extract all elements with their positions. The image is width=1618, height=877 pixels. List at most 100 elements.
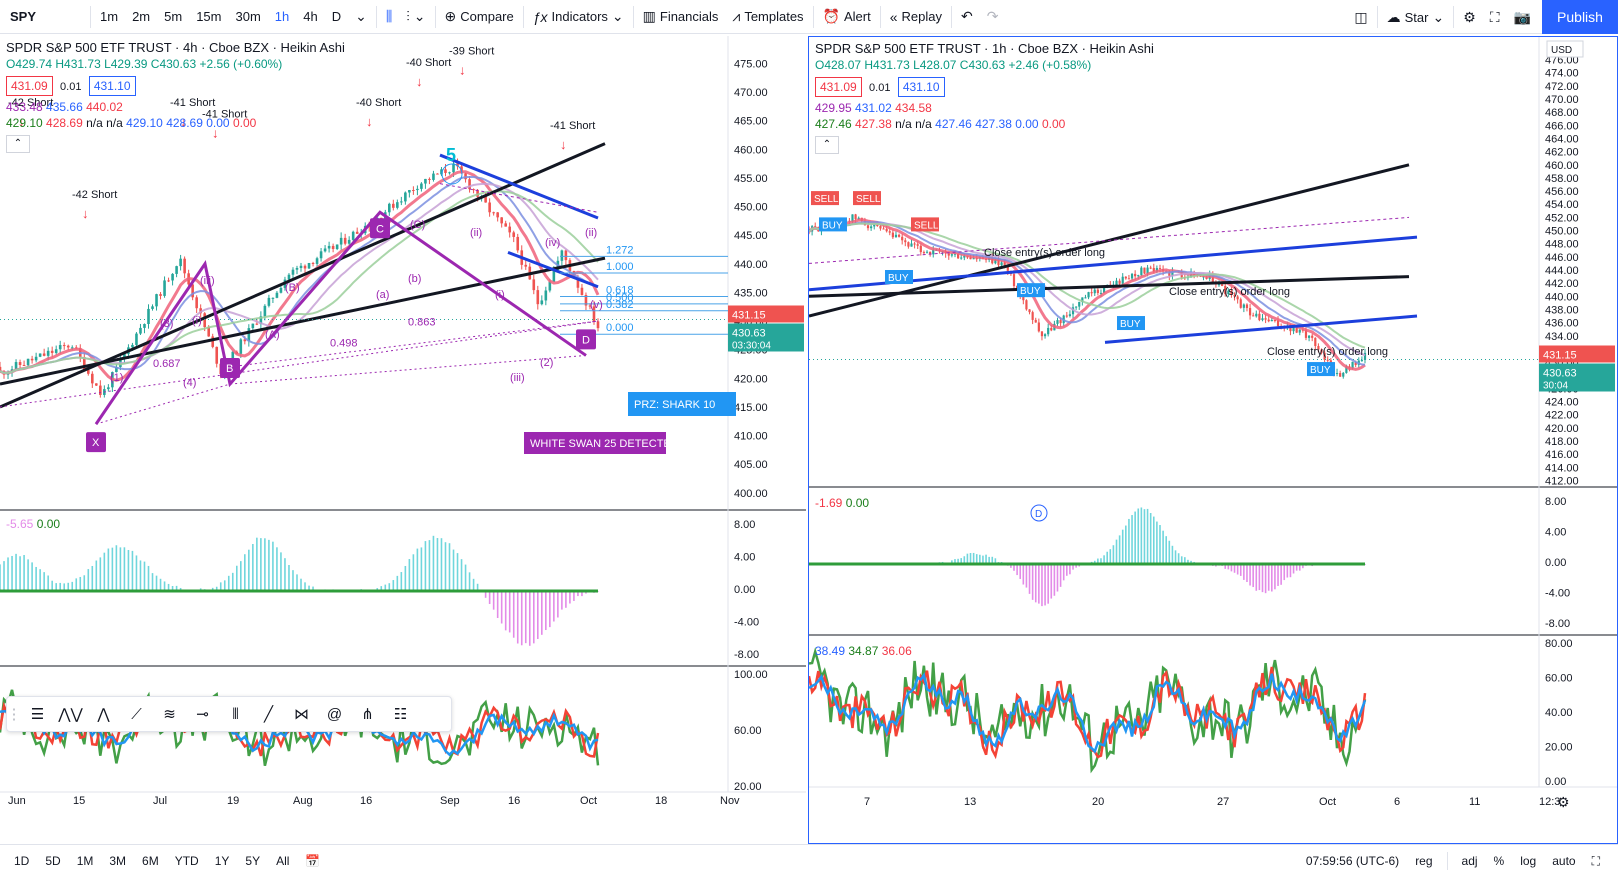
range-all-button[interactable]: All — [276, 853, 290, 868]
price-tick-label: 418.00 — [1545, 436, 1579, 448]
templates-button[interactable]: ⩘ Templates — [725, 0, 810, 34]
indicators-label: Indicators — [551, 9, 608, 24]
clock-display[interactable]: 07:59:56 (UTC-6) — [1305, 854, 1400, 868]
price-tick-label: 456.00 — [1545, 186, 1579, 198]
trend-line-tool-button[interactable]: ⟋ — [120, 699, 153, 729]
range-3m-button[interactable]: 3M — [109, 853, 127, 868]
horizontal-ray-tool-button[interactable]: ⊸ — [186, 699, 219, 729]
chart-panel-left[interactable]: SPDR S&P 500 ETF TRUST · 4h · Cboe BZX ·… — [0, 36, 806, 844]
maximize-panel-button[interactable]: ⛶ — [1584, 854, 1608, 869]
fib-spiral-tool-button[interactable]: @ — [318, 699, 351, 729]
top-toolbar: SPY 1m 2m 5m 15m 30m 1h 4h D ⌄ ⫼ ⫶ ⌄ ⊕ Compare ƒx… — [0, 0, 1618, 34]
interval-30m-button[interactable]: 30m — [235, 9, 261, 24]
candle-body — [1339, 373, 1342, 377]
interval-1h-button[interactable]: 1h — [274, 9, 290, 24]
snapshot-button[interactable]: 📷 — [1507, 0, 1538, 34]
interval-15m-button[interactable]: 15m — [196, 9, 222, 24]
price-tick-label: 476.00 — [1545, 55, 1579, 67]
fullscreen-button[interactable]: ⛶ — [1483, 0, 1507, 34]
candle-body — [203, 313, 206, 328]
interval-d-button[interactable]: D — [331, 9, 342, 24]
replay-button[interactable]: «Replay — [883, 0, 949, 34]
candle-body — [888, 231, 891, 233]
range-1m-button[interactable]: 1M — [76, 853, 94, 868]
spread-value: 0.01 — [60, 81, 82, 93]
session-toggle[interactable]: reg — [1415, 854, 1433, 868]
undo-button[interactable]: ↶ — [954, 0, 980, 34]
interval-dropdown-button[interactable]: ⌄ — [348, 0, 374, 34]
fib-channel-tool-button[interactable]: ☷ — [384, 699, 417, 729]
compare-button[interactable]: ⊕ Compare — [438, 0, 521, 34]
interval-4h-button[interactable]: 4h — [303, 9, 318, 24]
ray-tool-button[interactable]: ╱ — [252, 699, 285, 729]
elliott-correction-tool-button[interactable]: ⋀ — [87, 699, 120, 729]
bid-price[interactable]: 431.09 — [815, 77, 862, 97]
last-close-label: 430.63 — [1543, 367, 1577, 379]
publish-button[interactable]: Publish — [1542, 0, 1618, 34]
ask-price[interactable]: 431.10 — [88, 76, 136, 96]
chart-name-button[interactable]: ☁ Star ⌄ — [1380, 0, 1452, 34]
ask-price[interactable]: 431.10 — [897, 77, 945, 97]
chart-canvas-left[interactable]: 475.00 470.00 465.00 460.00 455.00 450.00 445.… — [0, 36, 806, 844]
interval-1m-button[interactable]: 1m — [100, 9, 119, 24]
candle-body — [1152, 267, 1155, 272]
last-close-badge — [1539, 363, 1615, 392]
percent-scale-toggle[interactable]: % — [1493, 854, 1505, 868]
log-scale-toggle[interactable]: log — [1520, 854, 1537, 868]
range-1y-button[interactable]: 1Y — [214, 853, 230, 868]
collapse-legend-button[interactable]: ⌃ — [815, 136, 839, 154]
financials-button[interactable]: ▥ Financials — [636, 0, 726, 34]
bar-countdown-label: 03:30:04 — [732, 340, 771, 351]
range-5y-button[interactable]: 5Y — [245, 853, 261, 868]
candle-body — [58, 345, 62, 350]
interval-5m-button[interactable]: 5m — [164, 9, 183, 24]
parallel-channel-tool-button[interactable]: ≋ — [153, 699, 186, 729]
chart-canvas-right[interactable]: 476.00474.00472.00470.00468.00466.00464.… — [809, 37, 1617, 843]
toolbar-right-group: ◫ ☁ Star ⌄ ⚙ ⛶ 📷 — [1347, 0, 1538, 34]
candle-body — [436, 173, 439, 175]
go-to-date-button[interactable]: 📅 — [297, 854, 328, 868]
indicators-button[interactable]: ƒx Indicators ⌄ — [526, 0, 631, 34]
time-tick-label: 20 — [1092, 796, 1104, 808]
range-1d-button[interactable]: 1D — [14, 853, 30, 868]
chevron-up-icon: ⌃ — [822, 139, 832, 150]
bid-price[interactable]: 431.09 — [6, 76, 53, 96]
candle-body — [1084, 297, 1087, 299]
redo-button[interactable]: ↷ — [980, 0, 1006, 34]
range-6m-button[interactable]: 6M — [142, 853, 159, 868]
auto-scale-toggle[interactable]: auto — [1552, 854, 1576, 868]
drag-handle[interactable]: ⋮ — [6, 706, 22, 723]
layout-button[interactable]: ◫ — [1347, 0, 1374, 34]
candle-body — [343, 237, 347, 244]
ohlc-values: O429.74 H431.73 L429.39 C430.63 +2.56 (+… — [6, 57, 283, 71]
candle-body — [323, 248, 327, 252]
price-tick-label: 440.00 — [1545, 291, 1579, 303]
short-signal-arrow: ↓ — [180, 114, 187, 129]
candle-body — [259, 316, 263, 325]
symbol-search-button[interactable]: SPY — [10, 9, 37, 24]
settings-button[interactable]: ⚙ — [1456, 0, 1483, 34]
bar-countdown-label: 30:04 — [1543, 380, 1568, 391]
collapse-legend-button[interactable]: ⌃ — [6, 135, 30, 153]
interval-2m-button[interactable]: 2m — [132, 9, 151, 24]
range-5d-button[interactable]: 5D — [45, 853, 61, 868]
range-ytd-button[interactable]: YTD — [174, 853, 199, 868]
buy-signal-label: BUY — [822, 220, 843, 231]
chart-panel-right[interactable]: SPDR S&P 500 ETF TRUST · 1h · Cboe BZX ·… — [808, 36, 1618, 844]
elliott-impulse-tool-button[interactable]: ⋀⋁ — [54, 699, 87, 729]
fib-time-zone-tool-button[interactable]: ⦀ — [219, 699, 252, 729]
pitchfork-tool-button[interactable]: ⋔ — [351, 699, 384, 729]
candle-body — [34, 356, 38, 361]
templates-icon: ⩘ — [732, 8, 741, 24]
fib-retracement-tool-button[interactable]: ☰ — [21, 699, 54, 729]
candle-body — [1227, 290, 1230, 294]
alert-button[interactable]: ⏰ Alert — [816, 0, 878, 34]
time-tick-label: Oct — [580, 795, 597, 807]
candle-body — [275, 292, 279, 298]
adjust-toggle[interactable]: adj — [1461, 854, 1478, 868]
candle-body — [1326, 359, 1329, 361]
chart-type-button[interactable]: ⫶ ⌄ — [399, 0, 432, 34]
bar-style-button[interactable]: ⫼ — [379, 0, 399, 34]
chevron-down-icon: ⌄ — [355, 8, 367, 24]
xabcd-pattern-tool-button[interactable]: ⋈ — [285, 699, 318, 729]
